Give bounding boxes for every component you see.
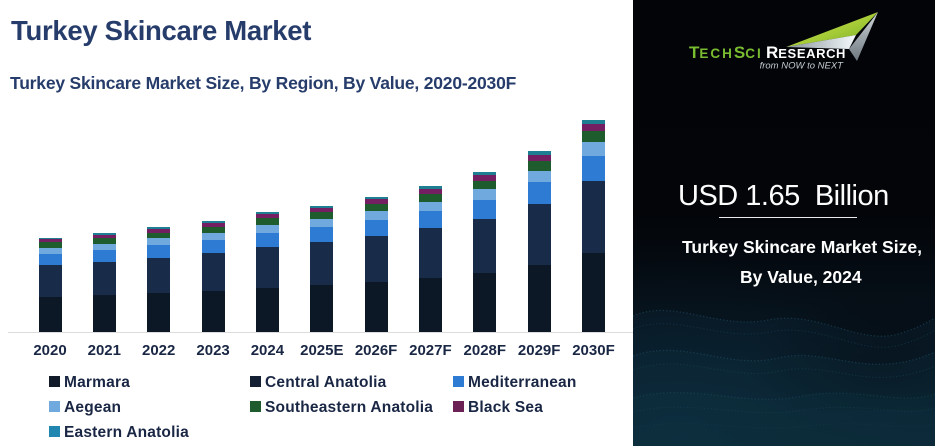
svg-text:TECHSCI: TECHSCI: [689, 43, 763, 62]
svg-text:RESEARCH: RESEARCH: [766, 43, 846, 62]
svg-text:from NOW to NEXT: from NOW to NEXT: [760, 61, 845, 72]
